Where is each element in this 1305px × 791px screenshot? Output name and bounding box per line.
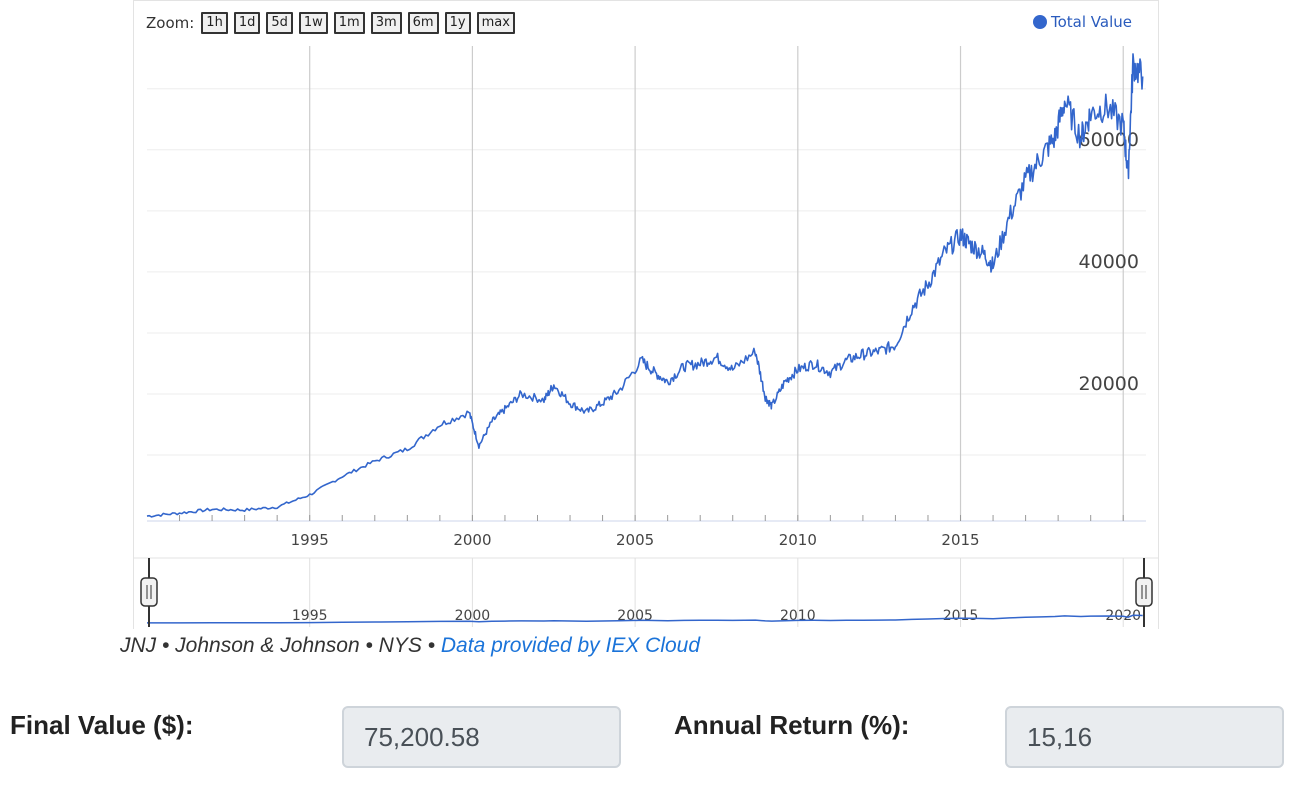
annual-return-label: Annual Return (%): [674, 710, 910, 740]
chart-caption: JNJ • Johnson & Johnson • NYS • Data pro… [120, 634, 700, 658]
navigator-tick-label: 2010 [780, 608, 816, 624]
zoom-max-button[interactable]: max [476, 12, 515, 34]
annual-return-field: 15,16 [1005, 706, 1284, 768]
x-tick-label: 2005 [616, 531, 654, 549]
caption-text: JNJ • Johnson & Johnson • NYS • [120, 634, 436, 657]
final-value-label: Final Value ($): [10, 710, 194, 740]
series-line-total-value [146, 53, 1144, 518]
navigator-tick-label: 2015 [943, 608, 979, 624]
navigator-tick-label: 2000 [455, 608, 491, 624]
navigator[interactable]: 1995 2000 2005 2010 2015 2020 [134, 1, 1158, 629]
legend-label: Total Value [1051, 13, 1132, 31]
zoom-1h-button[interactable]: 1h [201, 12, 228, 34]
zoom-3m-button[interactable]: 3m [370, 12, 402, 34]
navigator-series-line [147, 614, 1143, 624]
zoom-1y-button[interactable]: 1y [444, 12, 471, 34]
navigator-right-handle[interactable] [1135, 577, 1153, 607]
final-value-field: 75,200.58 [342, 706, 621, 768]
legend-item-total-value[interactable]: Total Value [1033, 13, 1132, 31]
x-tick-label: 2000 [453, 531, 491, 549]
zoom-bar: Zoom: 1h 1d 5d 1w 1m 3m 6m 1y max [146, 12, 515, 34]
zoom-1d-button[interactable]: 1d [233, 12, 261, 34]
stock-chart[interactable]: 1995 2000 2005 2010 2015 20000 40000 60000 1995… [133, 0, 1159, 629]
x-tick-label: 2015 [941, 531, 979, 549]
y-tick-label: 20000 [1079, 373, 1139, 395]
zoom-6m-button[interactable]: 6m [407, 12, 439, 34]
x-tick-label: 2010 [779, 531, 817, 549]
zoom-label: Zoom: [146, 14, 195, 32]
zoom-1m-button[interactable]: 1m [333, 12, 365, 34]
data-source-link[interactable]: Data provided by IEX Cloud [440, 634, 701, 657]
navigator-tick-label: 1995 [292, 608, 328, 624]
zoom-5d-button[interactable]: 5d [266, 12, 293, 34]
y-tick-label: 40000 [1079, 251, 1139, 273]
zoom-1w-button[interactable]: 1w [298, 12, 328, 34]
legend-dot-icon [1033, 15, 1047, 29]
navigator-left-handle[interactable] [140, 577, 158, 607]
x-tick-label: 1995 [291, 531, 329, 549]
navigator-tick-label: 2005 [617, 608, 653, 624]
